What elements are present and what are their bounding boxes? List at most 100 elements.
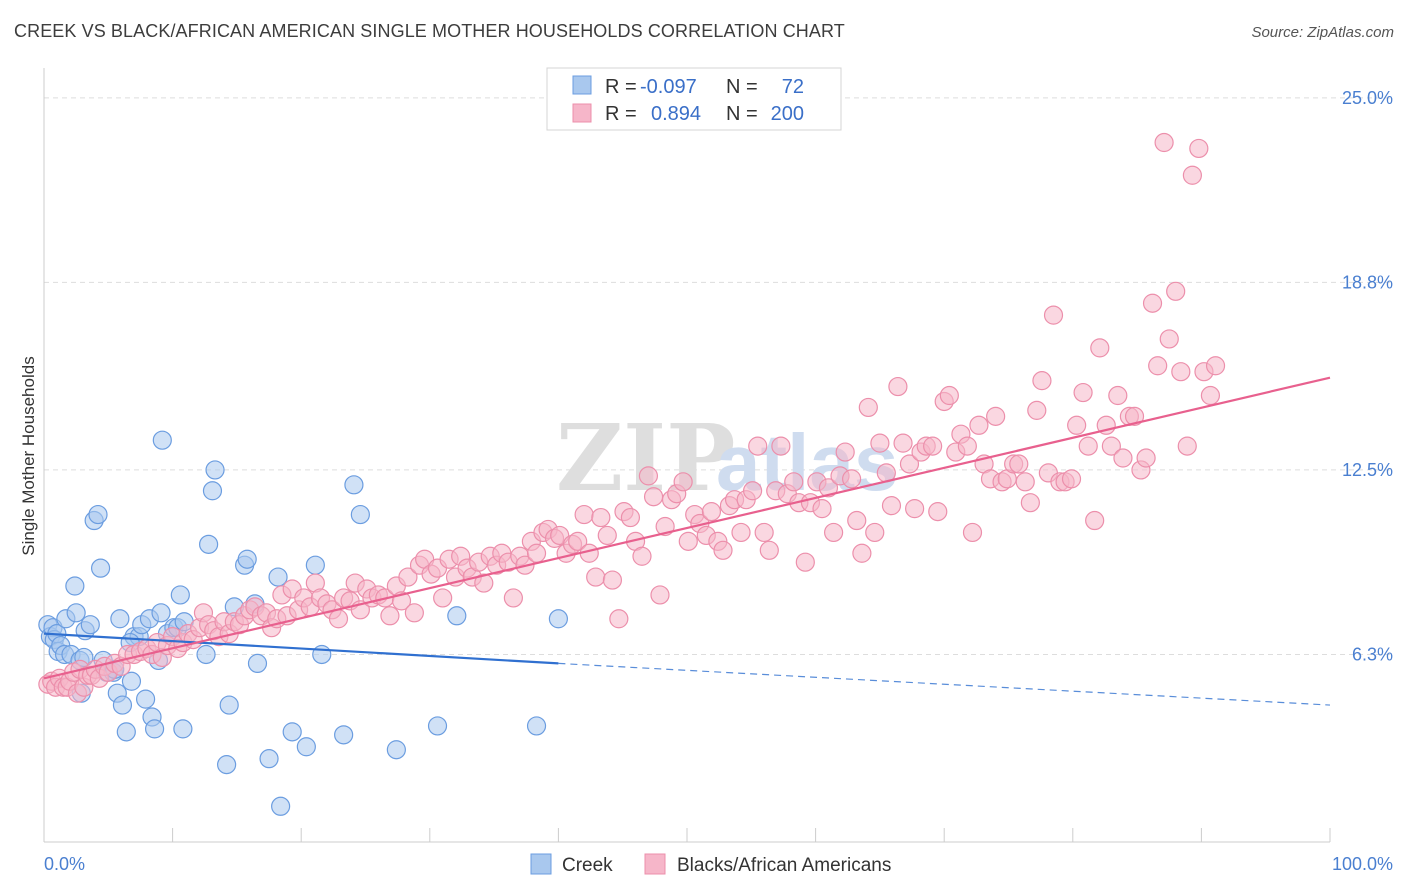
creek-point <box>334 725 354 745</box>
black-point <box>1043 305 1064 325</box>
legend-r-value-1: -0.097 <box>640 76 697 98</box>
black-point <box>503 588 523 608</box>
legend-swatch-creek <box>572 75 592 95</box>
black-point <box>404 603 424 623</box>
black-point <box>957 436 977 456</box>
bottom-legend-creek: Creek <box>562 855 613 876</box>
black-point <box>1148 356 1168 376</box>
legend-n-label-2: N = <box>726 103 758 125</box>
legend-r-label-2: R = <box>605 103 637 125</box>
legend-swatch-black <box>572 103 592 123</box>
y-tick-label: 25.0% <box>1342 88 1393 108</box>
legend-r-label-1: R = <box>605 76 637 98</box>
black-point <box>1032 371 1052 391</box>
y-tick-label: 6.3% <box>1352 644 1393 664</box>
black-point <box>1205 356 1226 376</box>
y-axis-label: Single Mother Households <box>19 356 38 555</box>
black-point <box>602 570 623 590</box>
black-point <box>650 585 670 605</box>
legend-box <box>546 67 842 131</box>
creek-trend-extension <box>558 662 1331 706</box>
creek-point <box>205 460 225 480</box>
black-point <box>986 406 1006 426</box>
legend-n-value-1: 72 <box>782 76 804 98</box>
black-point <box>962 522 983 543</box>
black-point <box>586 567 606 587</box>
black-point <box>771 436 791 456</box>
black-point <box>1027 400 1047 420</box>
black-point <box>1073 382 1093 403</box>
creek-point <box>237 549 257 569</box>
creek-point <box>88 504 108 525</box>
black-point <box>812 499 832 519</box>
legend-r-value-2: 0.894 <box>651 103 701 125</box>
black-point <box>597 525 617 546</box>
creek-point <box>173 719 193 739</box>
black-point <box>713 540 733 560</box>
black-point <box>795 552 815 572</box>
black-point <box>1020 493 1040 513</box>
black-point <box>1166 281 1186 301</box>
black-point <box>748 436 768 456</box>
black-point <box>1182 165 1202 185</box>
black-point <box>888 376 908 397</box>
creek-point <box>259 749 279 769</box>
black-point <box>574 504 594 525</box>
black-point <box>678 531 698 551</box>
y-tick-label: 18.8% <box>1342 272 1393 292</box>
creek-point <box>526 716 547 736</box>
creek-point <box>217 755 237 775</box>
y-tick-labels: 6.3% 12.5% 18.8% 25.0% <box>1342 88 1393 665</box>
creek-point <box>282 722 302 742</box>
black-point <box>1067 415 1087 435</box>
black-point <box>784 472 804 492</box>
black-point <box>818 478 839 498</box>
black-point <box>1085 510 1105 531</box>
creek-point <box>247 653 268 674</box>
black-point <box>380 606 400 626</box>
creek-point <box>219 695 239 715</box>
creek-point <box>170 585 190 605</box>
creek-point <box>202 481 223 501</box>
black-point <box>899 454 920 474</box>
black-point <box>923 436 943 456</box>
black-point <box>1200 385 1221 406</box>
creek-point <box>271 796 291 816</box>
black-point <box>526 543 547 563</box>
trend-lines <box>43 376 1331 706</box>
black-point <box>328 609 349 629</box>
creek-point <box>199 534 219 554</box>
black-point <box>1009 454 1029 474</box>
black-point <box>609 609 629 629</box>
creek-trend-line <box>43 632 559 665</box>
creek-point <box>447 606 467 626</box>
black-point <box>939 385 959 406</box>
black-point <box>433 588 453 608</box>
black-trend-line <box>43 376 1331 680</box>
creek-point <box>305 555 325 575</box>
black-point <box>1136 448 1156 468</box>
black-point <box>905 499 925 519</box>
creek-point <box>65 576 85 596</box>
black-point <box>865 522 885 543</box>
black-point <box>398 567 418 587</box>
black-point <box>759 540 779 560</box>
top-legend: R = -0.097 N = 72 R = 0.894 N = 200 <box>546 67 842 131</box>
creek-point <box>312 644 332 665</box>
creek-point <box>344 475 364 495</box>
black-point <box>1124 406 1145 426</box>
black-point <box>928 502 948 522</box>
black-point <box>568 531 588 551</box>
creek-point <box>116 722 136 742</box>
creek-points <box>38 430 569 816</box>
black-point <box>1142 293 1163 313</box>
black-point <box>835 442 855 462</box>
axes <box>43 68 1331 843</box>
creek-point <box>121 671 142 691</box>
black-point <box>742 481 763 501</box>
creek-point <box>548 609 569 629</box>
black-point <box>842 469 862 489</box>
black-point <box>969 415 989 435</box>
x-tick-label: 0.0% <box>44 854 85 874</box>
